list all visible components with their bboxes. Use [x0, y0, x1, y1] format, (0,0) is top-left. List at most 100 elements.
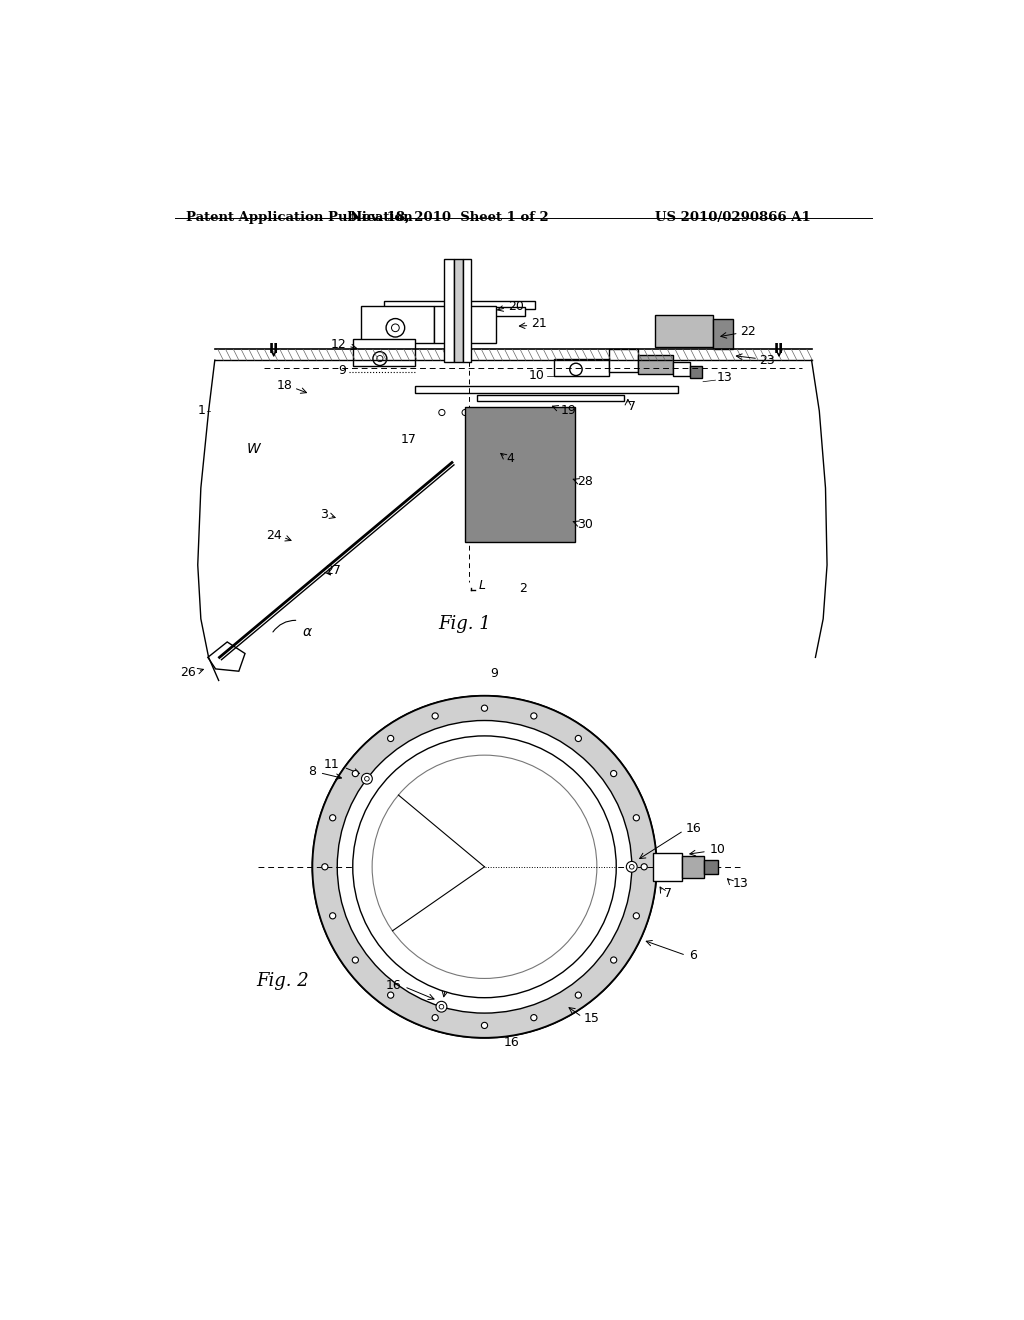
Circle shape	[387, 735, 394, 742]
Text: 16: 16	[504, 1035, 519, 1048]
Text: 9: 9	[489, 667, 498, 680]
Text: 7: 7	[628, 400, 636, 413]
Text: 17: 17	[400, 433, 417, 446]
Circle shape	[462, 409, 468, 416]
Text: 1: 1	[198, 404, 206, 417]
Text: 30: 30	[578, 517, 593, 531]
Text: L: L	[478, 579, 485, 593]
Bar	[393, 308, 524, 317]
Circle shape	[630, 865, 634, 869]
Circle shape	[575, 735, 582, 742]
Bar	[673, 362, 690, 376]
Circle shape	[352, 771, 358, 776]
Text: 10: 10	[710, 843, 725, 857]
Text: 11: 11	[324, 759, 340, 771]
Text: 15: 15	[584, 1012, 600, 1026]
Text: W: W	[247, 442, 260, 457]
Circle shape	[312, 696, 656, 1038]
Text: L: L	[465, 847, 473, 863]
Bar	[652, 853, 682, 880]
Text: 12: 12	[439, 970, 456, 983]
Circle shape	[330, 814, 336, 821]
Bar	[682, 857, 703, 878]
Text: II: II	[774, 342, 784, 355]
Bar	[554, 359, 608, 376]
Text: 26: 26	[180, 667, 197, 680]
Text: 27: 27	[326, 564, 341, 577]
Text: 23: 23	[760, 354, 775, 367]
Text: 5: 5	[454, 279, 462, 292]
Text: 10: 10	[529, 370, 545, 381]
Text: US 2010/0290866 A1: US 2010/0290866 A1	[655, 211, 811, 224]
Text: 9: 9	[339, 364, 346, 378]
Circle shape	[377, 355, 383, 362]
Circle shape	[575, 993, 582, 998]
Circle shape	[633, 912, 639, 919]
Circle shape	[365, 776, 370, 781]
Text: 8: 8	[308, 764, 316, 777]
Bar	[690, 367, 701, 378]
Circle shape	[352, 737, 616, 998]
Text: 12: 12	[331, 338, 346, 351]
Text: 13: 13	[717, 371, 733, 384]
Circle shape	[439, 1005, 443, 1008]
Circle shape	[438, 409, 445, 416]
Text: 7: 7	[665, 887, 673, 900]
Bar	[444, 259, 454, 363]
Bar	[638, 355, 673, 374]
Circle shape	[610, 957, 616, 964]
Circle shape	[627, 862, 637, 873]
Text: α: α	[302, 624, 311, 639]
Bar	[360, 306, 434, 343]
Bar	[434, 306, 496, 343]
Circle shape	[373, 351, 387, 366]
Circle shape	[372, 755, 597, 978]
Circle shape	[386, 318, 404, 337]
Bar	[465, 407, 575, 543]
Circle shape	[391, 323, 399, 331]
Text: 19: 19	[560, 404, 577, 417]
Bar	[415, 385, 678, 393]
Text: 20: 20	[508, 300, 523, 313]
Text: 22: 22	[740, 325, 756, 338]
Bar	[463, 259, 471, 363]
Text: 16: 16	[686, 822, 701, 834]
Circle shape	[330, 912, 336, 919]
Bar	[352, 339, 415, 367]
Text: 2: 2	[519, 582, 527, 594]
Text: 18: 18	[276, 379, 292, 392]
Text: Patent Application Publication: Patent Application Publication	[186, 211, 413, 224]
Text: 4: 4	[506, 453, 514, 465]
Text: Nov. 18, 2010  Sheet 1 of 2: Nov. 18, 2010 Sheet 1 of 2	[350, 211, 549, 224]
Text: 13: 13	[732, 878, 749, 890]
Circle shape	[352, 957, 358, 964]
Polygon shape	[208, 642, 245, 671]
Text: 16: 16	[385, 978, 401, 991]
Circle shape	[432, 1015, 438, 1020]
Text: II: II	[268, 342, 279, 355]
Bar	[608, 350, 638, 372]
Circle shape	[633, 814, 639, 821]
Bar	[477, 395, 624, 401]
Circle shape	[361, 774, 373, 784]
Bar	[454, 259, 463, 363]
Bar	[703, 859, 718, 874]
Circle shape	[530, 713, 537, 719]
Text: 21: 21	[531, 317, 547, 330]
Bar	[384, 301, 535, 309]
Bar	[655, 314, 713, 347]
Text: 28: 28	[578, 475, 593, 488]
Circle shape	[387, 993, 394, 998]
Circle shape	[530, 1015, 537, 1020]
Circle shape	[610, 771, 616, 776]
Circle shape	[432, 713, 438, 719]
Text: Fig. 2: Fig. 2	[256, 972, 308, 990]
Circle shape	[436, 1002, 446, 1012]
Bar	[713, 319, 732, 348]
Text: 24: 24	[265, 529, 282, 543]
Circle shape	[569, 363, 583, 376]
Circle shape	[481, 1022, 487, 1028]
Circle shape	[641, 863, 647, 870]
Circle shape	[322, 863, 328, 870]
Polygon shape	[312, 696, 656, 1038]
